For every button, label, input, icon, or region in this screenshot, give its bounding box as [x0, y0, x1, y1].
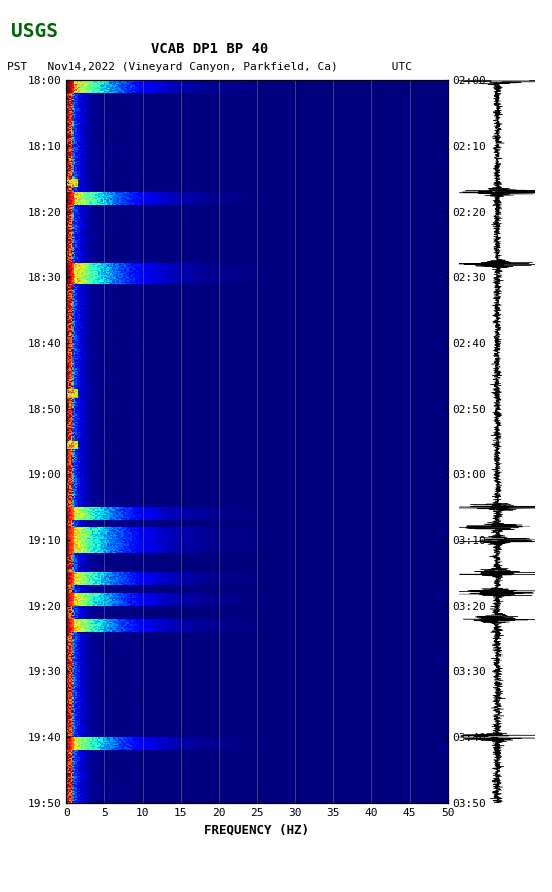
X-axis label: FREQUENCY (HZ): FREQUENCY (HZ)	[204, 823, 310, 836]
Text: VCAB DP1 BP 40: VCAB DP1 BP 40	[151, 42, 268, 56]
Text: PST   Nov14,2022 (Vineyard Canyon, Parkfield, Ca)        UTC: PST Nov14,2022 (Vineyard Canyon, Parkfie…	[7, 62, 412, 72]
Text: USGS: USGS	[11, 22, 58, 41]
